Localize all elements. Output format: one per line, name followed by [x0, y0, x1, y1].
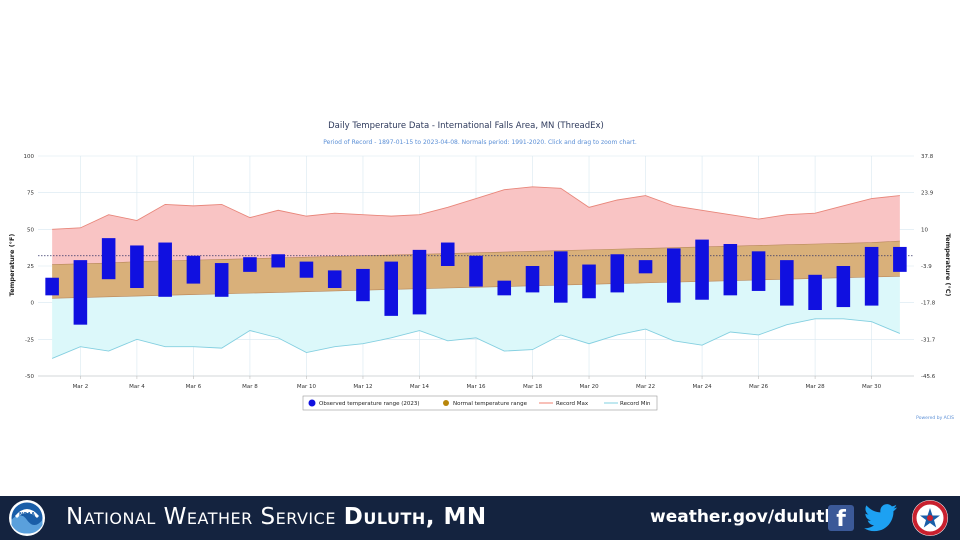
y-tick-label: -50 [25, 374, 34, 380]
x-tick-label: Mar 8 [242, 384, 258, 390]
x-tick-label: Mar 12 [353, 384, 372, 390]
nws-org-name: National Weather Service [66, 504, 336, 530]
observed-bar [271, 254, 285, 268]
legend-normal-marker [443, 400, 449, 406]
y2-tick-label: -31.7 [921, 337, 936, 343]
observed-bar [525, 266, 540, 293]
y2-tick-label: 37.8 [921, 154, 934, 160]
observed-bar [45, 277, 59, 296]
legend-record-min-label[interactable]: Record Min [620, 401, 651, 407]
y2-tick-label: 23.9 [921, 191, 934, 197]
legend-normal-label[interactable]: Normal temperature range [453, 401, 528, 407]
y2-tick-label: -3.9 [921, 264, 932, 270]
observed-bar [893, 246, 907, 272]
nws-logo-icon[interactable] [911, 499, 949, 537]
observed-bar [808, 274, 822, 310]
legend-record-max-label[interactable]: Record Max [556, 401, 589, 407]
observed-bar [582, 264, 596, 299]
y-tick-label: 0 [31, 301, 35, 307]
y2-tick-label: -17.8 [921, 301, 936, 307]
observed-bar [553, 251, 568, 303]
observed-bar [214, 263, 229, 297]
observed-bar [412, 249, 427, 315]
observed-bar [723, 244, 738, 296]
website-url[interactable]: weather.gov/duluth [650, 507, 837, 527]
x-tick-label: Mar 22 [636, 384, 655, 390]
observed-bar [243, 257, 257, 272]
x-tick-label: Mar 24 [693, 384, 713, 390]
observed-bar [497, 280, 512, 296]
facebook-icon[interactable]: f [828, 505, 854, 532]
observed-bar [780, 260, 794, 306]
temperature-chart[interactable]: Daily Temperature Data - International F… [0, 110, 960, 430]
y-axis-ticks: 100 75 50 25 0 -25 -50 [24, 154, 35, 380]
observed-bar [864, 246, 879, 306]
legend-box [302, 395, 658, 411]
observed-bar [610, 254, 625, 293]
record-min-line [51, 318, 901, 359]
x-tick-label: Mar 26 [749, 384, 769, 390]
observed-bar [186, 255, 201, 284]
x-tick-label: Mar 30 [862, 384, 882, 390]
y-tick-label: 50 [27, 227, 34, 233]
observed-bar [73, 260, 88, 325]
observed-bar [101, 238, 116, 280]
y2-axis-label: Temperature (°C) [944, 234, 952, 297]
legend[interactable]: Observed temperature range (2023) Normal… [302, 395, 658, 411]
observed-bar [469, 255, 483, 287]
x-tick-label: Mar 6 [186, 384, 202, 390]
y-tick-label: 100 [24, 154, 35, 160]
legend-observed-label[interactable]: Observed temperature range (2023) [319, 401, 420, 407]
y-tick-label: 25 [27, 264, 34, 270]
record-min-fill [52, 276, 900, 359]
y-tick-label: -25 [25, 337, 34, 343]
x-tick-label: Mar 28 [806, 384, 826, 390]
noaa-logo-text: NOAA [19, 512, 35, 518]
observed-bars [45, 238, 907, 325]
chart-title: Daily Temperature Data - International F… [328, 121, 604, 131]
x-tick-label: Mar 14 [410, 384, 430, 390]
x-tick-label: Mar 4 [129, 384, 145, 390]
observed-bar [327, 270, 342, 288]
observed-bar [638, 260, 653, 274]
twitter-icon[interactable] [864, 504, 898, 532]
observed-bar [384, 261, 399, 316]
y-axis-label: Temperature (°F) [8, 234, 16, 297]
noaa-logo-icon[interactable]: NOAA [8, 499, 46, 537]
x-axis-ticks: Mar 2 Mar 4 Mar 6 Mar 8 Mar 10 Mar 12 Mar 14 Ma… [38, 375, 914, 390]
observed-bar [158, 242, 172, 297]
chart-subtitle: Period of Record - 1897-01-15 to 2023-04… [323, 139, 637, 146]
observed-bar [667, 248, 681, 303]
credit-text[interactable]: Powered by ACIS [916, 415, 954, 421]
observed-bar [836, 266, 851, 308]
observed-bar [299, 261, 314, 278]
y-tick-label: 75 [27, 191, 34, 197]
record-max-line [52, 186, 900, 230]
x-tick-label: Mar 2 [73, 384, 89, 390]
x-tick-label: Mar 18 [523, 384, 543, 390]
record-max-fill [52, 186, 900, 265]
y2-axis-ticks: 37.8 23.9 10 -3.9 -17.8 -31.7 -45.6 [921, 154, 936, 380]
y2-tick-label: 10 [921, 227, 928, 233]
record-min-area [51, 276, 901, 359]
observed-bar [130, 245, 144, 288]
x-tick-label: Mar 16 [466, 384, 486, 390]
y2-tick-label: -45.6 [921, 374, 936, 380]
observed-bar [751, 251, 766, 291]
nws-office-title: National Weather Service Duluth, MN [66, 504, 487, 530]
nws-office-name: Duluth, MN [343, 504, 487, 530]
x-tick-label: Mar 20 [579, 384, 599, 390]
observed-bar [695, 239, 709, 300]
x-tick-label: Mar 10 [297, 384, 317, 390]
legend-observed-marker [308, 399, 316, 407]
footer-banner: NOAA National Weather Service Duluth, MN… [0, 496, 960, 540]
observed-bar [440, 242, 455, 266]
record-max-area [52, 186, 900, 265]
observed-bar [356, 268, 370, 302]
